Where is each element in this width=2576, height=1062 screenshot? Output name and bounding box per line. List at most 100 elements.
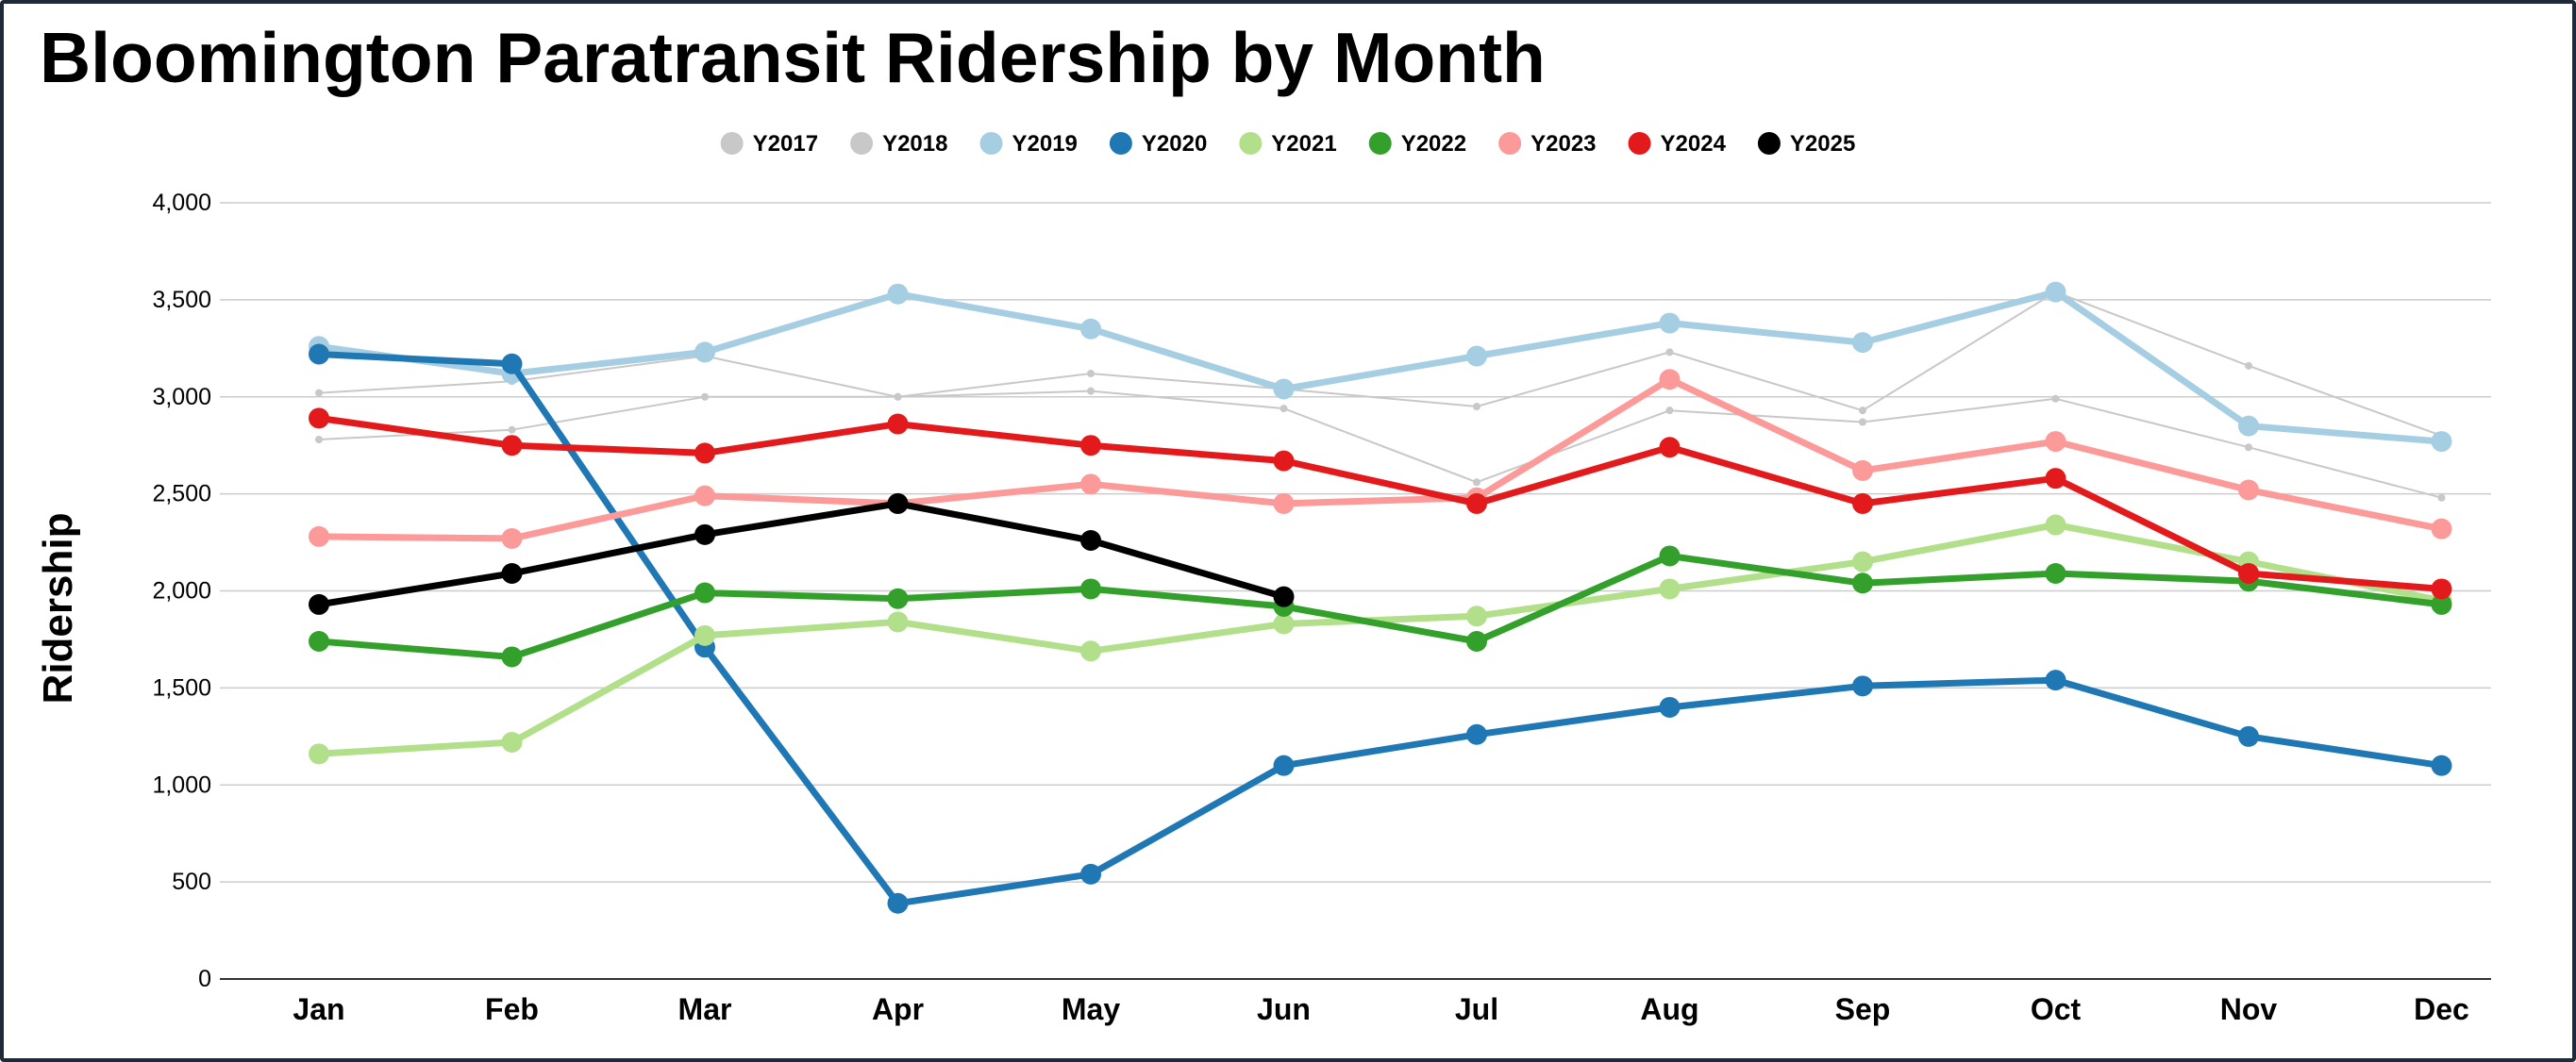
legend-swatch <box>720 132 744 155</box>
series-line <box>315 289 2445 445</box>
data-point <box>2051 394 2060 403</box>
x-axis-ticks: Jan Feb Mar Apr May Jun Jul Aug Sep Oct Nov Dec <box>293 992 2468 1026</box>
legend-label: Y2025 <box>1790 131 1855 157</box>
data-point <box>508 425 516 434</box>
data-point <box>694 624 715 646</box>
data-point <box>1859 418 1866 426</box>
series-y2024 <box>309 407 2452 600</box>
data-point <box>2238 415 2259 437</box>
legend-label: Y2017 <box>753 131 818 157</box>
y-tick-label: 1,500 <box>152 674 211 701</box>
data-point <box>1473 403 1480 411</box>
data-point <box>1080 473 1101 495</box>
data-point <box>1659 312 1681 334</box>
data-point <box>1665 348 1674 357</box>
data-point <box>1087 387 1095 395</box>
data-point <box>2045 670 2066 691</box>
data-point <box>1080 863 1101 885</box>
series-line <box>315 375 2445 542</box>
data-point <box>1466 492 1487 514</box>
data-point <box>501 527 523 549</box>
data-point <box>694 341 715 363</box>
data-point <box>501 731 523 753</box>
data-point <box>694 442 715 464</box>
legend-item-y2018: Y2018 <box>850 131 947 157</box>
series-lines <box>309 281 2452 914</box>
data-point <box>2431 518 2452 539</box>
data-point <box>315 436 323 444</box>
legend-item-y2023: Y2023 <box>1498 131 1597 157</box>
data-point <box>887 283 909 305</box>
legend-item-y2019: Y2019 <box>979 131 1078 157</box>
series-line <box>318 390 2443 499</box>
data-point <box>2245 443 2252 452</box>
legend-item-y2025: Y2025 <box>1757 131 1855 157</box>
data-point <box>2238 725 2259 747</box>
x-tick-label: Apr <box>872 992 924 1026</box>
data-point <box>309 743 329 765</box>
data-point <box>1852 459 1873 481</box>
data-point <box>501 353 523 374</box>
data-point <box>1659 545 1681 567</box>
x-tick-label: May <box>1062 992 1120 1026</box>
x-tick-label: Jun <box>1257 992 1311 1026</box>
legend-swatch <box>979 132 1003 155</box>
series-line <box>318 290 2443 437</box>
data-point <box>1466 723 1487 745</box>
data-point <box>1659 578 1681 600</box>
gridlines <box>220 202 2491 980</box>
data-point <box>309 525 329 547</box>
legend-item-y2017: Y2017 <box>720 131 818 157</box>
data-point <box>1659 696 1681 718</box>
legend-item-y2020: Y2020 <box>1109 131 1207 157</box>
legend: Y2017 Y2018 Y2019 Y2020 Y2021 Y2022 Y2023 Y2024… <box>720 131 1855 157</box>
series-line <box>315 522 2445 757</box>
data-point <box>2437 493 2446 502</box>
y-tick-label: 3,000 <box>152 384 211 410</box>
data-point <box>1852 675 1873 697</box>
y-tick-label: 4,000 <box>152 190 211 216</box>
legend-swatch <box>1628 132 1651 155</box>
series-y2020 <box>309 343 2452 914</box>
data-point <box>2245 361 2252 370</box>
data-point <box>1466 345 1487 367</box>
data-point <box>1273 755 1295 776</box>
data-point <box>894 392 902 401</box>
data-point <box>501 562 523 584</box>
series-y2025 <box>309 492 1295 615</box>
series-line <box>315 500 1287 608</box>
legend-label: Y2024 <box>1661 131 1727 157</box>
data-point <box>1080 640 1101 662</box>
data-point <box>1273 492 1295 514</box>
series-y2019 <box>309 281 2452 453</box>
series-line <box>315 351 2445 907</box>
legend-label: Y2020 <box>1142 131 1207 157</box>
data-point <box>309 343 329 365</box>
x-tick-label: Nov <box>2220 992 2278 1026</box>
data-point <box>1466 606 1487 627</box>
y-tick-label: 1,000 <box>152 772 211 798</box>
data-point <box>309 630 329 652</box>
data-point <box>887 892 909 914</box>
data-point <box>1087 370 1095 378</box>
data-point <box>2238 479 2259 501</box>
legend-label: Y2021 <box>1271 131 1336 157</box>
data-point <box>1852 492 1873 514</box>
data-point <box>1273 613 1295 635</box>
series-y2022 <box>309 545 2452 668</box>
legend-label: Y2018 <box>882 131 947 157</box>
data-point <box>1080 530 1101 552</box>
data-point <box>2045 514 2066 536</box>
data-point <box>1473 478 1480 487</box>
data-point <box>2045 431 2066 453</box>
legend-label: Y2022 <box>1401 131 1466 157</box>
data-point <box>2045 468 2066 490</box>
series-line <box>315 553 2445 660</box>
data-point <box>1852 332 1873 354</box>
legend-swatch <box>1498 132 1522 155</box>
y-tick-label: 2,000 <box>152 578 211 605</box>
x-tick-label: Jul <box>1455 992 1498 1026</box>
data-point <box>887 413 909 435</box>
